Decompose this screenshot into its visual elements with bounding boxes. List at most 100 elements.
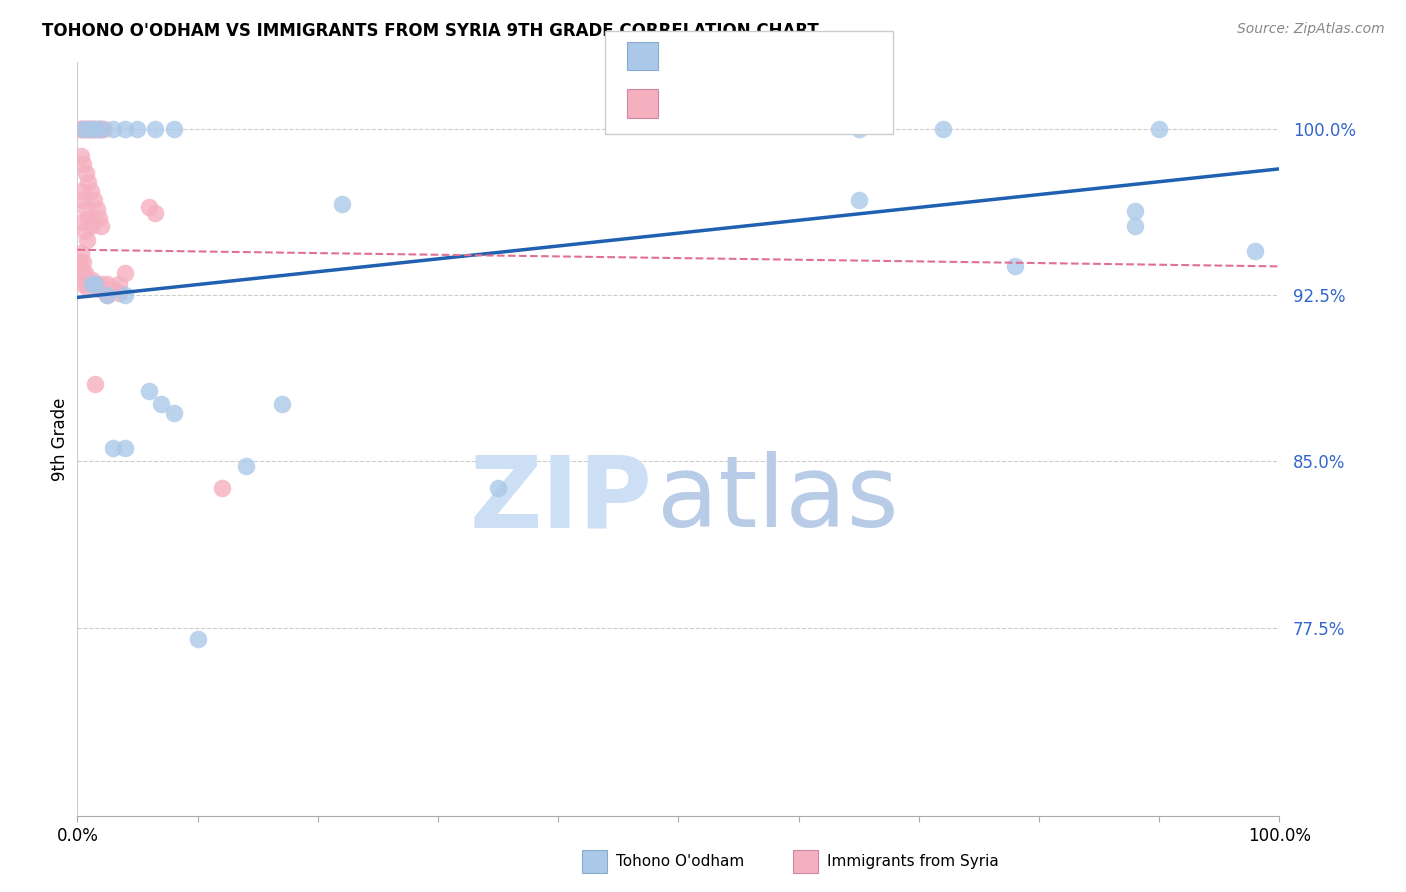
Point <box>270 397 292 411</box>
Point <box>1123 204 1146 219</box>
Point <box>80 273 103 287</box>
Point <box>75 277 97 292</box>
Point <box>79 219 101 234</box>
Point <box>1123 219 1146 234</box>
Point <box>145 206 167 220</box>
Point <box>145 122 167 136</box>
Point <box>84 277 107 292</box>
Point <box>80 122 103 136</box>
Point <box>84 122 107 136</box>
Point <box>75 202 97 216</box>
Point <box>103 281 125 295</box>
Point <box>114 266 136 280</box>
Text: R = -0.008   N =  61: R = -0.008 N = 61 <box>668 95 837 112</box>
Point <box>79 122 101 136</box>
Point <box>72 157 94 171</box>
Point <box>70 122 93 136</box>
Point <box>70 148 93 162</box>
Point <box>90 277 112 292</box>
Point <box>72 122 94 136</box>
Point <box>932 122 955 136</box>
Point <box>114 441 136 455</box>
Point <box>90 219 112 234</box>
Point <box>486 481 509 495</box>
Point <box>162 122 184 136</box>
Point <box>70 184 93 198</box>
Text: TOHONO O'ODHAM VS IMMIGRANTS FROM SYRIA 9TH GRADE CORRELATION CHART: TOHONO O'ODHAM VS IMMIGRANTS FROM SYRIA … <box>42 22 818 40</box>
Point <box>75 166 97 180</box>
Text: Tohono O'odham: Tohono O'odham <box>616 855 744 869</box>
Point <box>86 122 108 136</box>
Point <box>103 441 125 455</box>
Text: R =   0.359   N = 30: R = 0.359 N = 30 <box>668 47 835 65</box>
Point <box>89 122 111 136</box>
Point <box>848 193 870 207</box>
Point <box>96 277 118 292</box>
Text: ZIP: ZIP <box>470 451 652 548</box>
Point <box>235 458 257 473</box>
Point <box>87 122 110 136</box>
Point <box>73 224 96 238</box>
Point <box>73 266 96 280</box>
Point <box>86 202 108 216</box>
Point <box>211 481 233 495</box>
Point <box>70 264 93 278</box>
Point <box>82 122 104 136</box>
Point <box>96 288 118 302</box>
Point <box>90 122 112 136</box>
Point <box>77 281 100 295</box>
Point <box>93 122 115 136</box>
Point <box>73 122 96 136</box>
Point <box>79 184 101 198</box>
Point <box>70 215 93 229</box>
Point <box>330 197 353 211</box>
Point <box>1004 260 1026 274</box>
Point <box>114 288 136 302</box>
Point <box>90 122 112 136</box>
Point <box>108 285 131 300</box>
Point <box>138 200 160 214</box>
Point <box>79 122 101 136</box>
Point <box>76 122 98 136</box>
Point <box>80 277 103 292</box>
Point <box>69 122 91 136</box>
Point <box>848 122 870 136</box>
Point <box>72 255 94 269</box>
Point <box>84 122 107 136</box>
Point <box>72 277 94 292</box>
Point <box>87 122 110 136</box>
Point <box>127 122 149 136</box>
Y-axis label: 9th Grade: 9th Grade <box>51 398 69 481</box>
Point <box>162 406 184 420</box>
Point <box>79 122 101 136</box>
Point <box>87 281 110 295</box>
Point <box>83 193 105 207</box>
Point <box>77 122 100 136</box>
Point <box>96 288 118 302</box>
Point <box>1244 244 1267 258</box>
Point <box>138 384 160 398</box>
Text: atlas: atlas <box>657 451 898 548</box>
Text: Immigrants from Syria: Immigrants from Syria <box>827 855 998 869</box>
Point <box>77 175 100 189</box>
Text: Source: ZipAtlas.com: Source: ZipAtlas.com <box>1237 22 1385 37</box>
Point <box>84 277 107 292</box>
Point <box>75 122 97 136</box>
Point <box>186 632 209 646</box>
Point <box>84 376 107 391</box>
Point <box>69 255 91 269</box>
Point <box>87 211 110 225</box>
Point <box>150 397 173 411</box>
Point <box>76 233 98 247</box>
Point <box>70 246 93 260</box>
Point <box>83 122 105 136</box>
Point <box>108 277 131 292</box>
Point <box>72 193 94 207</box>
Point <box>72 122 94 136</box>
Point <box>90 281 112 295</box>
Point <box>77 211 100 225</box>
Point <box>70 122 93 136</box>
Point <box>103 122 125 136</box>
Point <box>114 122 136 136</box>
Point <box>1149 122 1171 136</box>
